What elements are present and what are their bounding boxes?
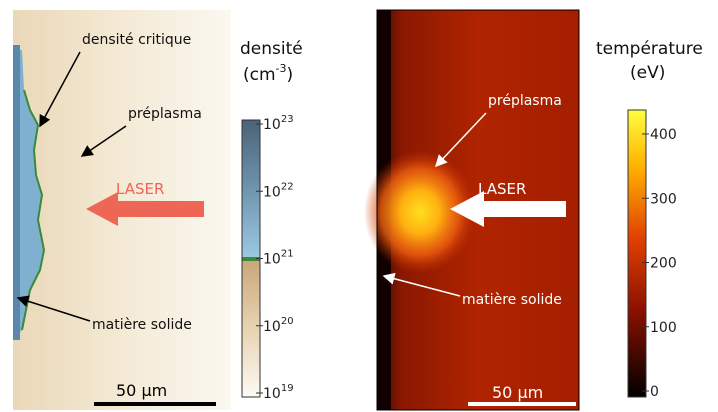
temp-preplasma-arrow xyxy=(434,112,487,168)
temperature-colorbar: température (eV) 400 300 200 100 0 xyxy=(596,39,703,400)
temp-solid-matter-label: matière solide xyxy=(462,292,562,308)
temperature-tick-label: 0 xyxy=(650,384,659,400)
temp-laser-label: LASER xyxy=(478,180,526,198)
temp-solid-matter-arrow xyxy=(382,272,461,297)
temperature-tick-label: 400 xyxy=(650,127,677,143)
density-tick-label: 1023 xyxy=(263,114,294,133)
temperature-panel: préplasma LASER matière solide 50 μm xyxy=(364,9,580,411)
laser-hotspot xyxy=(364,150,476,274)
temperature-tick-label: 100 xyxy=(650,320,677,336)
density-tick-label: 1019 xyxy=(263,383,294,402)
temperature-colorbar-unit: (eV) xyxy=(630,63,665,83)
scale-bar xyxy=(94,402,216,406)
density-colorbar-title: densité xyxy=(240,39,303,59)
temp-scale-bar xyxy=(468,402,576,406)
density-colorbar-lower xyxy=(242,261,260,397)
solid-matter-arrow xyxy=(16,295,91,322)
solid-matter-edge xyxy=(13,45,20,340)
temperature-tick-label: 200 xyxy=(650,256,677,272)
temperature-colorbar-title: température xyxy=(596,39,703,59)
critical-density-label: densité critique xyxy=(82,32,191,48)
temp-scale-bar-label: 50 μm xyxy=(492,383,543,402)
laser-label: LASER xyxy=(116,180,164,198)
density-tick-label: 1020 xyxy=(263,316,294,335)
density-colorbar-upper xyxy=(242,120,260,257)
density-panel: densité critique préplasma LASER matière… xyxy=(13,10,231,410)
temperature-tick-label: 300 xyxy=(650,191,677,207)
preplasma-arrow xyxy=(80,125,127,157)
temp-preplasma-label: préplasma xyxy=(488,93,562,109)
density-tick-label: 1022 xyxy=(263,181,294,200)
scale-bar-label: 50 μm xyxy=(116,381,167,400)
critical-density-arrow xyxy=(39,51,81,128)
laser-arrow xyxy=(86,192,204,226)
critical-density-contour xyxy=(21,89,46,331)
temp-laser-arrow xyxy=(450,191,566,227)
density-tick-label: 1021 xyxy=(263,249,294,268)
preplasma-label: préplasma xyxy=(128,106,202,122)
density-colorbar-critical xyxy=(242,257,260,261)
density-colorbar: densité (cm-3) 1023 1022 1021 1020 1019 xyxy=(240,39,303,402)
solid-matter-label: matière solide xyxy=(92,317,192,333)
density-colorbar-unit: (cm-3) xyxy=(243,62,293,85)
temperature-colorbar-bar xyxy=(627,109,647,398)
temperature-frame xyxy=(376,9,580,411)
